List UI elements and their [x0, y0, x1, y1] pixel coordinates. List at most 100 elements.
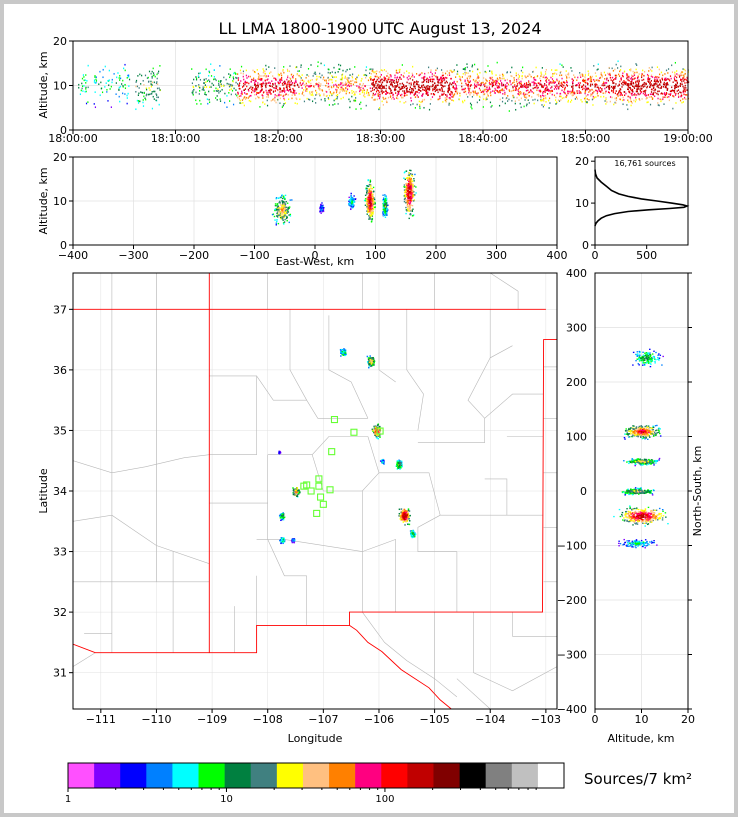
time-height-source [542, 105, 545, 108]
time-height-source [306, 90, 308, 92]
east-west-source [408, 194, 410, 197]
time-height-source [218, 80, 220, 82]
time-height-source [410, 87, 413, 90]
time-height-source [378, 80, 380, 83]
time-height-source [533, 83, 535, 85]
east-west-source [403, 177, 405, 179]
time-height-source [339, 68, 341, 71]
time-height-source [150, 93, 152, 95]
time-height-source [304, 83, 306, 86]
time-height-source [101, 91, 104, 94]
plan-view-source [398, 508, 401, 511]
time-height-source [155, 93, 157, 95]
time-height-source [308, 75, 310, 78]
time-height-source [651, 70, 653, 72]
time-height-source [439, 95, 441, 98]
plan-view-source [297, 492, 300, 495]
east-west-source [370, 192, 372, 194]
time-height-source [442, 84, 444, 87]
time-height-source [681, 74, 683, 77]
east-west-source [367, 209, 369, 211]
time-height-source [605, 98, 607, 101]
time-height-source [519, 83, 521, 85]
time-height-source [219, 65, 221, 67]
time-height-source [385, 90, 387, 93]
east-west-source [320, 208, 323, 211]
time-height-source [427, 78, 430, 81]
time-height-source [653, 86, 655, 89]
east-west-source [367, 211, 369, 213]
time-height-source [604, 87, 606, 90]
plan-view-source [373, 429, 376, 432]
east-west-source [385, 211, 387, 213]
time-height-source [459, 76, 461, 78]
time-height-source [566, 76, 568, 78]
time-height-source [628, 79, 630, 82]
time-height-source [206, 80, 209, 82]
time-height-source [453, 86, 455, 89]
east-west-source [350, 208, 352, 211]
time-height-source [510, 83, 512, 86]
time-height-source [328, 94, 331, 97]
time-height-source [573, 92, 575, 95]
time-height-source [228, 73, 230, 75]
time-height-source [207, 102, 209, 105]
time-height-source [196, 103, 198, 105]
time-height-source [340, 81, 342, 84]
east-west-source [372, 201, 375, 203]
time-height-source [191, 91, 193, 94]
time-height-source [483, 93, 485, 96]
time-height-source [208, 101, 211, 104]
time-height-source [520, 86, 522, 88]
time-height-source [303, 89, 305, 91]
time-height-source [520, 85, 522, 88]
east-west-source [405, 193, 408, 196]
time-height-source [653, 89, 655, 92]
time-height-source [372, 92, 374, 95]
time-height-source [566, 83, 568, 86]
time-height-source [461, 88, 463, 91]
time-height-source [309, 92, 311, 95]
time-height-source [93, 81, 96, 83]
time-height-source [590, 79, 592, 81]
time-height-source [608, 85, 610, 88]
time-height-source [293, 91, 295, 93]
time-height-source [559, 84, 561, 87]
time-height-source [236, 94, 238, 97]
time-height-source [305, 89, 307, 92]
time-height-source [590, 80, 593, 83]
time-height-source [295, 97, 297, 100]
time-height-source [412, 79, 414, 81]
time-height-source [491, 70, 493, 73]
time-height-source [520, 80, 522, 83]
time-height-source [499, 90, 501, 92]
time-height-source [401, 93, 403, 96]
east-west-source [385, 205, 388, 207]
east-west-source [369, 179, 372, 181]
time-height-source [319, 89, 321, 91]
east-west-source [410, 185, 413, 187]
east-west-source [410, 169, 412, 172]
east-west-source [406, 179, 409, 181]
time-height-source [630, 83, 633, 86]
time-height-source [287, 81, 289, 84]
time-height-source [237, 93, 239, 95]
east-west-source [412, 185, 414, 188]
time-height-source [406, 81, 408, 84]
state-line [349, 625, 452, 709]
time-height-source [589, 89, 591, 92]
time-height-source [505, 88, 508, 90]
east-west-source [382, 213, 385, 215]
time-height-source [664, 94, 667, 96]
east-west-source [352, 197, 354, 200]
time-height-source [431, 85, 434, 88]
time-height-source [381, 81, 383, 84]
time-height-source [624, 82, 626, 85]
time-height-source [225, 78, 227, 81]
time-height-source [654, 77, 656, 79]
time-height-source [424, 79, 426, 81]
plan-view-source [378, 434, 381, 436]
time-height-source [531, 96, 533, 98]
time-height-source [313, 85, 315, 88]
